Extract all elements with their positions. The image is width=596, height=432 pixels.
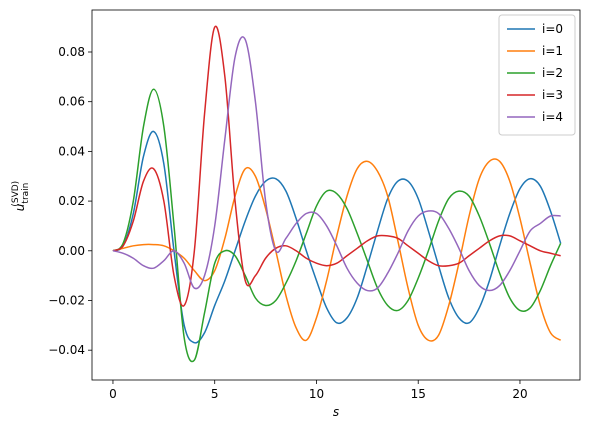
legend-label: i=0 [542, 22, 563, 36]
legend-box [498, 14, 576, 136]
series-line [112, 130, 562, 344]
legend-label: i=3 [542, 88, 563, 102]
y-tick-label: 0.08 [58, 45, 85, 59]
y-tick-label: 0.04 [58, 144, 85, 158]
y-label-sub: train [21, 183, 31, 204]
series-line [112, 158, 562, 342]
y-label-sup: (SVD) [11, 181, 21, 207]
y-label-base: u [13, 203, 27, 211]
series-line [112, 25, 561, 307]
y-axis-label: utrain(SVD) [11, 181, 31, 211]
y-tick-label: −0.04 [48, 343, 85, 357]
y-tick-label: 0.00 [58, 244, 85, 258]
x-tick-label: 15 [411, 387, 426, 401]
y-tick-label: −0.02 [48, 293, 85, 307]
y-tick-label: 0.02 [58, 194, 85, 208]
x-axis-label: s [333, 405, 339, 419]
legend-label: i=2 [542, 66, 563, 80]
x-tick-label: 5 [211, 387, 219, 401]
y-tick-label: 0.06 [58, 95, 85, 109]
x-tick-label: 20 [512, 387, 527, 401]
x-tick-label: 10 [309, 387, 324, 401]
series-line [112, 36, 561, 292]
legend-label: i=4 [542, 110, 563, 124]
plot-frame [91, 9, 581, 381]
legend-label: i=1 [542, 44, 563, 58]
series-line [112, 88, 562, 363]
x-tick-label: 0 [109, 387, 117, 401]
